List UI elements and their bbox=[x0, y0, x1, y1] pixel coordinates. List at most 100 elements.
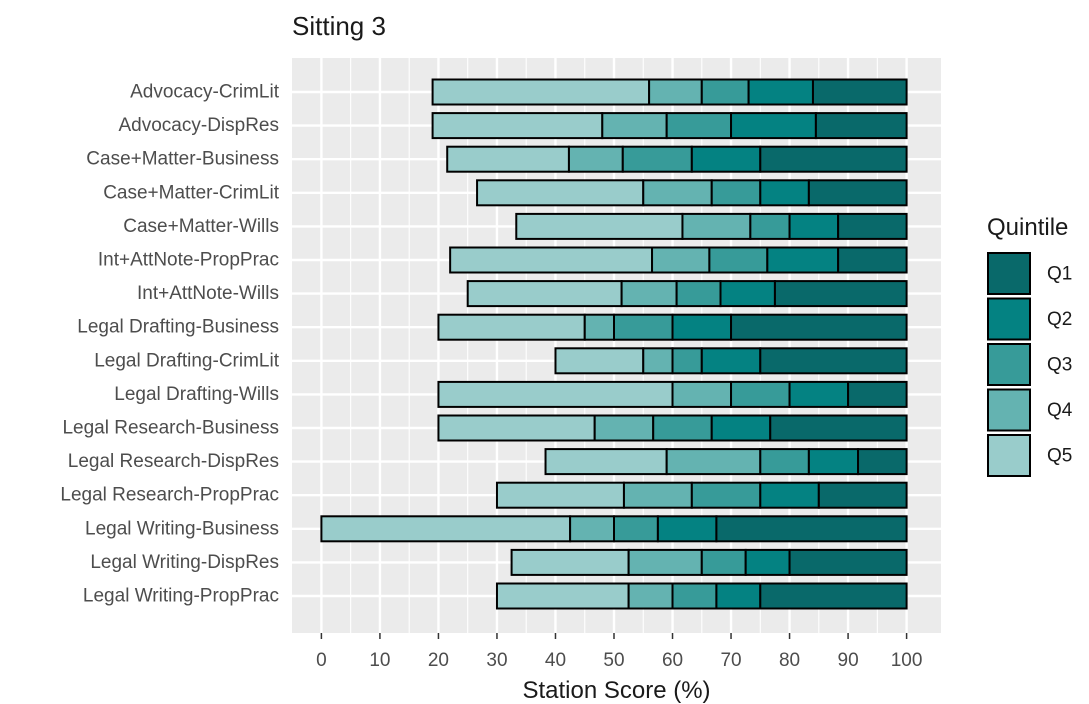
bar-segment-q4 bbox=[601, 112, 668, 140]
bar-segment-q1 bbox=[837, 212, 908, 240]
bar-segment-q2 bbox=[700, 347, 762, 375]
category-label: Case+Matter-Wills bbox=[123, 216, 279, 237]
bar-segment-q4 bbox=[642, 179, 713, 207]
bar-segment-q5 bbox=[431, 78, 651, 106]
category-label: Legal Writing-Business bbox=[85, 518, 279, 539]
bar-segment-q5 bbox=[544, 448, 668, 476]
x-tick-label: 100 bbox=[891, 650, 923, 671]
x-tick-label: 10 bbox=[369, 650, 390, 671]
x-tick-label: 30 bbox=[486, 650, 507, 671]
bar-segment-q5 bbox=[431, 112, 604, 140]
bar-segment-q2 bbox=[759, 481, 820, 509]
bar-segment-q5 bbox=[320, 515, 572, 543]
bar-segment-q4 bbox=[627, 582, 674, 610]
bar-segment-q5 bbox=[510, 548, 630, 576]
legend-key-q2 bbox=[987, 297, 1031, 341]
bar-segment-q1 bbox=[814, 112, 908, 140]
bar-segment-q4 bbox=[583, 313, 615, 341]
bar-segment-q1 bbox=[715, 515, 908, 543]
bar-segment-q1 bbox=[807, 179, 908, 207]
legend-label: Q1 bbox=[1047, 264, 1072, 285]
bar-segment-q2 bbox=[788, 380, 850, 408]
bar-segment-q3 bbox=[730, 380, 791, 408]
bar-segment-q1 bbox=[759, 582, 908, 610]
bar-segment-q2 bbox=[747, 78, 814, 106]
category-label: Legal Writing-PropPrac bbox=[83, 586, 279, 607]
plot-panel bbox=[292, 58, 941, 633]
bar-segment-q2 bbox=[744, 548, 791, 576]
category-label: Int+AttNote-PropPrac bbox=[98, 250, 279, 271]
bar-segment-q2 bbox=[656, 515, 718, 543]
category-labels: Advocacy-CrimLit Advocacy-DispRes Case+Mat… bbox=[60, 82, 279, 607]
bar-segment-q5 bbox=[437, 414, 596, 442]
legend-key-q4 bbox=[987, 388, 1031, 432]
x-tick-label: 50 bbox=[603, 650, 624, 671]
legend-key-q1 bbox=[987, 252, 1031, 295]
category-label: Advocacy-CrimLit bbox=[130, 82, 280, 103]
bar-segment-q3 bbox=[671, 582, 718, 610]
category-label: Case+Matter-CrimLit bbox=[103, 182, 280, 203]
bars bbox=[320, 78, 908, 610]
bar-segment-q1 bbox=[817, 481, 908, 509]
bar-segment-q4 bbox=[622, 481, 693, 509]
legend-label: Q4 bbox=[1047, 400, 1073, 421]
bar-segment-q2 bbox=[807, 448, 860, 476]
bar-segment-q2 bbox=[690, 145, 762, 173]
bar-segment-q1 bbox=[847, 380, 908, 408]
bar-segment-q4 bbox=[648, 78, 703, 106]
bar-segment-q1 bbox=[769, 414, 908, 442]
bar-segment-q3 bbox=[700, 548, 747, 576]
bar-segment-q2 bbox=[671, 313, 733, 341]
x-tick-label: 40 bbox=[545, 650, 566, 671]
legend-label: Q5 bbox=[1047, 446, 1072, 467]
category-label: Advocacy-DispRes bbox=[119, 115, 280, 136]
bar-segment-q1 bbox=[811, 78, 908, 106]
bar-segment-q3 bbox=[708, 246, 769, 274]
legend: Quintile Q1 Q2 Q3 Q4 Q5 bbox=[987, 214, 1073, 477]
bar-segment-q3 bbox=[749, 212, 791, 240]
x-tick-label: 60 bbox=[662, 650, 683, 671]
bar-segment-q5 bbox=[449, 246, 654, 274]
bar-segment-q3 bbox=[671, 347, 703, 375]
bar-segment-q5 bbox=[446, 145, 570, 173]
category-label: Legal Research-Business bbox=[62, 418, 279, 439]
x-tick-label: 20 bbox=[428, 650, 449, 671]
legend-label: Q2 bbox=[1047, 309, 1072, 330]
bar-segment-q3 bbox=[613, 313, 674, 341]
bar-segment-q2 bbox=[788, 212, 840, 240]
bar-segment-q3 bbox=[700, 78, 750, 106]
bar-segment-q4 bbox=[627, 548, 703, 576]
category-label: Int+AttNote-Wills bbox=[137, 283, 279, 304]
bar-segment-q4 bbox=[665, 448, 762, 476]
bar-segment-q5 bbox=[437, 380, 674, 408]
bar-segment-q4 bbox=[593, 414, 655, 442]
category-label: Legal Research-DispRes bbox=[68, 451, 279, 472]
bar-segment-q4 bbox=[567, 145, 624, 173]
bar-segment-q2 bbox=[730, 112, 817, 140]
bar-segment-q5 bbox=[466, 280, 623, 308]
bar-segment-q3 bbox=[613, 515, 659, 543]
bar-segment-q4 bbox=[569, 515, 615, 543]
x-tick-label: 80 bbox=[779, 650, 800, 671]
bar-segment-q2 bbox=[719, 280, 776, 308]
category-label: Legal Drafting-Wills bbox=[114, 384, 279, 405]
bar-segment-q1 bbox=[773, 280, 908, 308]
bar-segment-q4 bbox=[620, 280, 678, 308]
x-tick-label: 90 bbox=[838, 650, 859, 671]
bar-segment-q1 bbox=[759, 347, 908, 375]
bar-segment-q3 bbox=[621, 145, 693, 173]
bar-segment-q1 bbox=[837, 246, 908, 274]
bar-segment-q3 bbox=[675, 280, 722, 308]
bar-segment-q1 bbox=[730, 313, 908, 341]
category-label: Legal Research-PropPrac bbox=[60, 485, 279, 506]
bar-segment-q3 bbox=[665, 112, 733, 140]
x-tick-label: 70 bbox=[720, 650, 741, 671]
bar-segment-q1 bbox=[857, 448, 908, 476]
bar-segment-q2 bbox=[715, 582, 762, 610]
bar-segment-q4 bbox=[671, 380, 733, 408]
x-axis-title: Station Score (%) bbox=[522, 677, 710, 704]
bar-segment-q1 bbox=[788, 548, 908, 576]
bar-segment-q5 bbox=[554, 347, 645, 375]
category-label: Legal Drafting-CrimLit bbox=[94, 350, 280, 371]
